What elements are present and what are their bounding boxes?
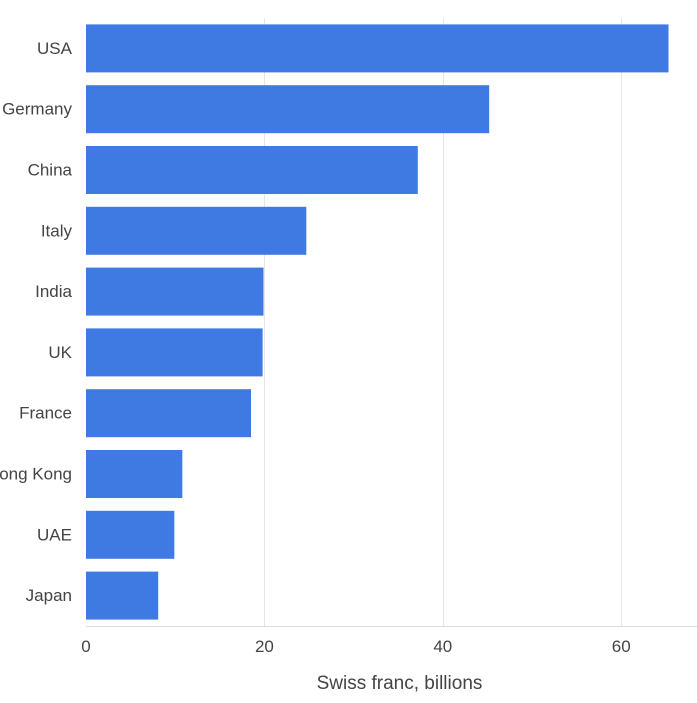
bar-germany <box>86 85 490 134</box>
x-tick-label-0: 0 <box>81 637 90 656</box>
category-label-france: France <box>19 404 72 423</box>
category-labels: USA Germany China Italy India UK France Hong Ko… <box>0 39 73 605</box>
bar-japan <box>86 571 159 620</box>
category-label-usa: USA <box>37 39 73 58</box>
bar-usa <box>86 24 669 73</box>
x-tick-label-40: 40 <box>433 637 452 656</box>
category-label-china: China <box>28 161 73 180</box>
category-label-italy: Italy <box>41 221 73 240</box>
bar-india <box>86 267 264 316</box>
bar-uk <box>86 328 263 377</box>
bar-italy <box>86 206 307 255</box>
x-axis-ticks: 0 20 40 60 <box>81 637 630 656</box>
category-label-uk: UK <box>48 343 72 362</box>
bar-france <box>86 389 251 438</box>
bars <box>86 24 669 620</box>
bar-uae <box>86 510 175 559</box>
x-axis-title: Swiss franc, billions <box>317 673 483 694</box>
category-label-uae: UAE <box>37 525 72 544</box>
category-label-india: India <box>35 282 72 301</box>
category-label-germany: Germany <box>2 100 72 119</box>
bar-china <box>86 146 418 194</box>
bar-hong-kong <box>86 450 183 498</box>
category-label-hong-kong: Hong Kong <box>0 465 72 484</box>
x-tick-label-20: 20 <box>255 637 274 656</box>
x-tick-label-60: 60 <box>612 637 631 656</box>
category-label-japan: Japan <box>26 586 72 605</box>
